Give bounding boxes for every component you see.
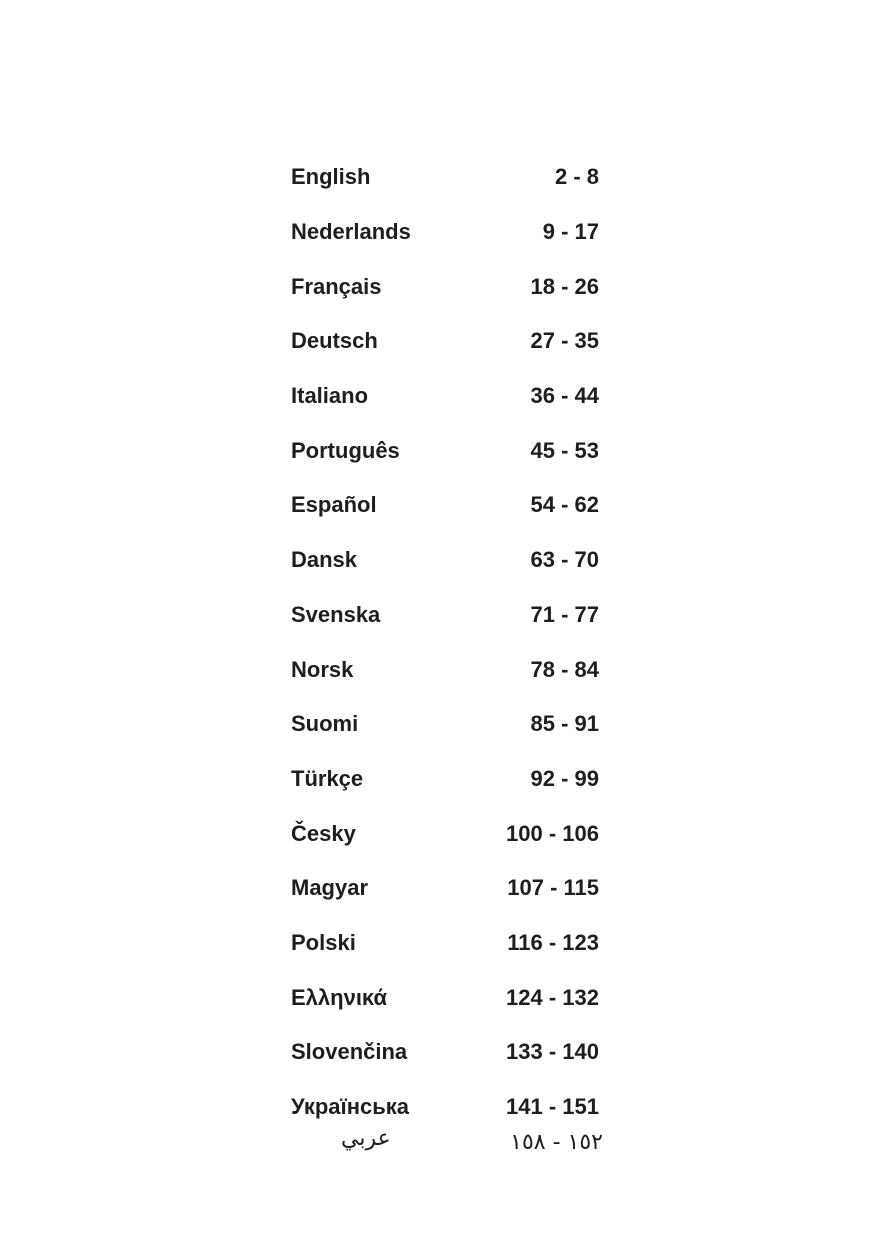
language-row: Česky 100 - 106 [291,806,599,861]
language-row: Norsk 78 - 84 [291,642,599,697]
language-name: Português [291,437,400,463]
page-range: 100 - 106 [506,820,599,846]
page-range: 18 - 26 [530,273,600,299]
language-index: English 2 - 8 Nederlands 9 - 17 Français 18 -… [291,150,599,1134]
language-row: Español 54 - 62 [291,478,599,533]
page-range: 2 - 8 [554,164,599,190]
language-name: Norsk [291,656,354,682]
language-row: Polski 116 - 123 [291,916,599,971]
language-row: Français 18 - 26 [291,259,599,314]
language-name: Svenska [291,601,381,627]
page-range: 78 - 84 [530,656,600,682]
language-name: Türkçe [291,765,364,791]
language-name: Italiano [291,383,369,409]
page-range: 27 - 35 [530,328,600,354]
language-row: Ελληνικά 124 - 132 [291,970,599,1025]
language-row: Türkçe 92 - 99 [291,752,599,807]
page-range: ١٥٢ - ١٥٨ [510,1130,603,1155]
language-name: English [291,164,371,190]
page-range: 92 - 99 [530,765,600,791]
language-row-arabic: عربي ١٥٢ - ١٥٨ [291,1126,603,1162]
page-range: 45 - 53 [530,437,600,463]
language-name: Українська [291,1094,410,1120]
page-range: 63 - 70 [530,547,600,573]
page-range: 124 - 132 [506,984,599,1010]
page-range: 85 - 91 [530,711,600,737]
language-row: Magyar 107 - 115 [291,861,599,916]
language-name: Español [291,492,377,518]
language-row: Dansk 63 - 70 [291,533,599,588]
language-name: Ελληνικά [291,984,387,1010]
language-name: Suomi [291,711,359,737]
page-range: 9 - 17 [542,219,599,245]
language-name: Français [291,273,382,299]
language-row: Svenska 71 - 77 [291,588,599,643]
page-range: 36 - 44 [530,383,600,409]
language-name: Slovenčina [291,1039,408,1065]
language-name: عربي [341,1126,391,1151]
language-row: Suomi 85 - 91 [291,697,599,752]
language-row: Українська 141 - 151 [291,1080,599,1135]
language-row: Português 45 - 53 [291,423,599,478]
page-range: 54 - 62 [530,492,600,518]
language-name: Česky [291,820,356,846]
language-name: Dansk [291,547,358,573]
page-range: 116 - 123 [507,929,599,955]
language-row: English 2 - 8 [291,150,599,205]
page-range: 133 - 140 [506,1039,599,1065]
language-row: Italiano 36 - 44 [291,369,599,424]
language-row: Nederlands 9 - 17 [291,205,599,260]
language-row: Slovenčina 133 - 140 [291,1025,599,1080]
language-name: Polski [291,929,356,955]
page-range: 71 - 77 [530,601,600,627]
language-name: Deutsch [291,328,378,354]
page-range: 107 - 115 [507,875,599,901]
language-name: Magyar [291,875,369,901]
page-range: 141 - 151 [506,1094,599,1120]
language-name: Nederlands [291,219,411,245]
language-row: Deutsch 27 - 35 [291,314,599,369]
